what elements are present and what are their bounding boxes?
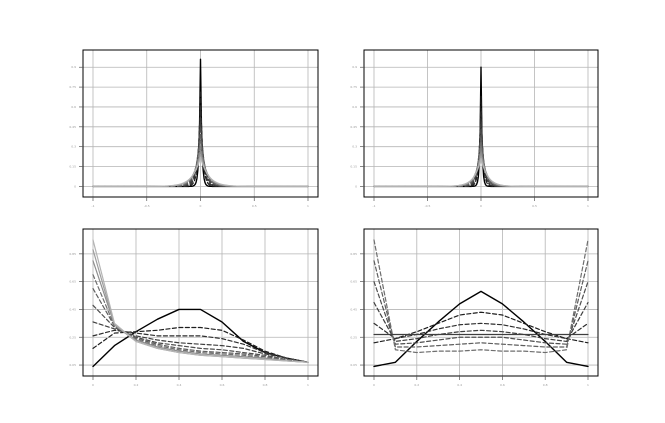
x-tick-label: -0.5 (425, 204, 431, 208)
y-tick-label: 0.9 (71, 65, 76, 69)
axes-frame (363, 228, 599, 377)
series-line-1 (373, 290, 589, 368)
series-line-11 (92, 156, 309, 187)
y-tick-label: 0.45 (350, 307, 357, 311)
y-tick-label: 0.45 (69, 307, 76, 311)
y-tick-label: 0.3 (71, 145, 76, 149)
series-line-5 (373, 281, 589, 345)
x-tick-label: 0 (373, 383, 375, 387)
axes-frame (82, 228, 319, 377)
y-tick-label: 0.05 (69, 363, 76, 367)
y-tick-label: 0.65 (350, 280, 357, 284)
y-tick-label: 0.75 (350, 85, 357, 89)
y-tick-label: 0.75 (69, 85, 76, 89)
y-tick-label: 0.6 (71, 105, 76, 109)
y-tick-label: 0.15 (69, 165, 76, 169)
y-tick-label: 0.45 (350, 125, 357, 129)
x-tick-label: 0.8 (263, 383, 268, 387)
x-tick-label: -0.5 (144, 204, 150, 208)
y-tick-label: 0 (355, 184, 357, 188)
x-tick-label: 1 (307, 383, 309, 387)
chart-panel-bottom-left: 0 0.2 0.4 0.6 0.8 1 0.05 0.25 0.45 0.65 0.85 (69, 228, 319, 387)
y-tick-label: 0.85 (69, 252, 76, 256)
chart-panel-bottom-right: 0 0.2 0.4 0.6 0.8 1 0.05 0.25 0.45 0.65 0.85 (350, 228, 599, 387)
x-tick-label: 0.6 (220, 383, 225, 387)
y-tick-label: 0.9 (352, 65, 357, 69)
x-tick-label: 1 (587, 383, 589, 387)
x-tick-label: -1 (92, 204, 95, 208)
x-tick-label: 0.2 (414, 383, 419, 387)
x-tick-label: 1 (587, 204, 589, 208)
x-tick-label: 0 (92, 383, 94, 387)
x-tick-label: 0.5 (252, 204, 257, 208)
series-line-3 (373, 322, 589, 340)
x-tick-label: 0 (480, 204, 482, 208)
x-tick-label: 1 (307, 204, 309, 208)
series-line-10 (92, 239, 309, 363)
y-tick-label: 0 (74, 184, 76, 188)
chart-panel-top-left: -1 -0.5 0 0.5 1 0 0.15 0.3 0.45 0.6 0.75 0.9 (69, 49, 319, 208)
y-tick-label: 0.15 (350, 165, 357, 169)
series-line-11 (373, 157, 589, 187)
y-tick-label: 0.65 (69, 280, 76, 284)
series-line-3 (92, 329, 309, 363)
x-tick-label: 0.5 (532, 204, 537, 208)
y-tick-label: 0.3 (352, 145, 357, 149)
y-tick-label: 0.25 (350, 335, 357, 339)
x-tick-label: 0 (200, 204, 202, 208)
series-line-4 (92, 321, 309, 363)
x-tick-label: -1 (373, 204, 376, 208)
x-tick-label: 0.2 (134, 383, 139, 387)
series-line-4 (373, 301, 589, 343)
x-tick-label: 0.6 (500, 383, 505, 387)
y-tick-label: 0.05 (350, 363, 357, 367)
chart-panel-top-right: -1 -0.5 0 0.5 1 0 0.15 0.3 0.45 0.6 0.75 0.9 (350, 49, 599, 208)
y-tick-label: 0.85 (350, 252, 357, 256)
y-tick-label: 0.45 (69, 125, 76, 129)
y-tick-label: 0.6 (352, 105, 357, 109)
x-tick-label: 0.4 (457, 383, 462, 387)
x-tick-label: 0.8 (543, 383, 548, 387)
series-line-7 (373, 239, 589, 354)
x-tick-label: 0.4 (177, 383, 182, 387)
y-tick-label: 0.25 (69, 335, 76, 339)
